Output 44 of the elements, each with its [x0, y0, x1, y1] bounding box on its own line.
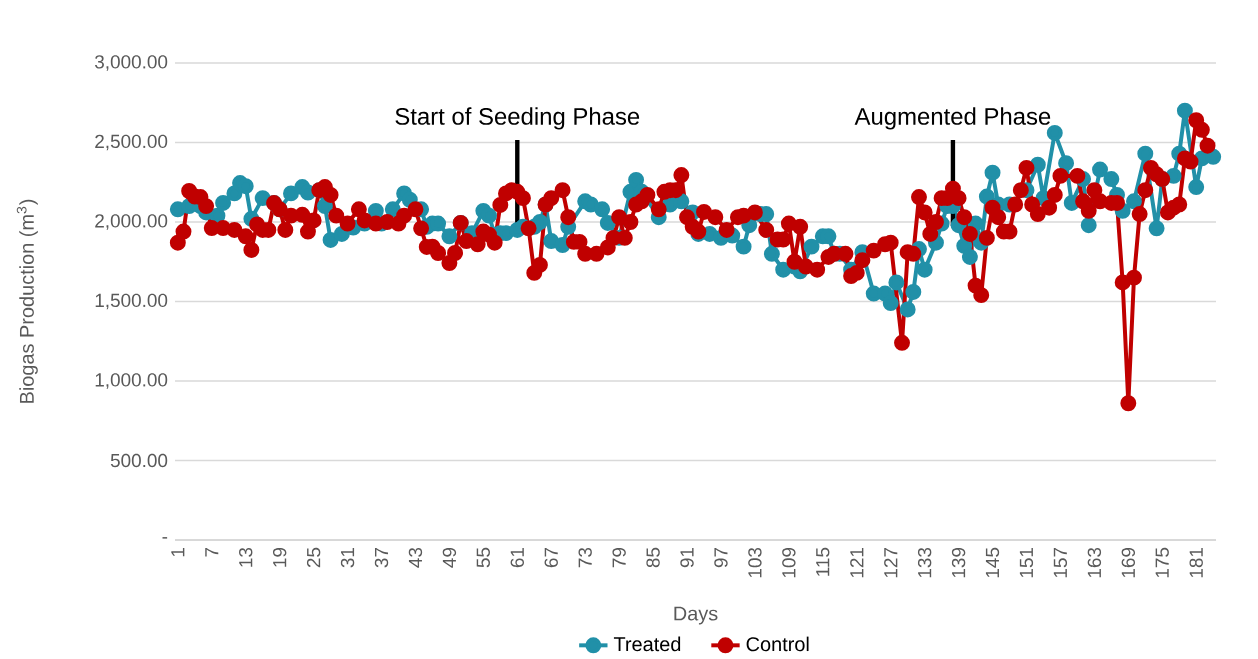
x-tick-label: 151 — [1019, 547, 1034, 578]
x-tick-label: 85 — [646, 547, 660, 568]
x-tick-label: 13 — [239, 547, 253, 567]
y-tick-label: 500.00 — [110, 453, 168, 468]
x-tick-label: 25 — [306, 547, 321, 568]
x-tick-label: 73 — [578, 547, 592, 568]
x-tick-label: 115 — [816, 547, 830, 576]
ref-line-label: Augmented Phase — [854, 107, 1051, 130]
x-tick-label: 19 — [272, 547, 287, 567]
x-tick-label: 31 — [340, 547, 355, 568]
x-tick-label: 61 — [510, 547, 524, 568]
legend-label: Control — [746, 636, 809, 652]
y-tick-label: 1,500.00 — [95, 293, 168, 310]
y-tick-label: 2,000.00 — [95, 214, 168, 230]
x-tick-label: 181 — [1189, 547, 1203, 578]
x-tick-label: 169 — [1121, 547, 1136, 578]
y-tick-label: 3,000.00 — [94, 55, 168, 71]
x-tick-label: 43 — [408, 547, 423, 568]
x-tick-label: 79 — [612, 547, 626, 568]
x-tick-label: 127 — [884, 547, 898, 578]
x-tick-label: 133 — [917, 547, 932, 578]
x-tick-label: 145 — [985, 547, 1000, 578]
x-tick-label: 49 — [442, 547, 457, 568]
x-tick-label: 91 — [680, 547, 694, 568]
x-tick-label: 109 — [782, 547, 796, 578]
x-axis-title: Days — [674, 606, 718, 625]
y-axis-title: Biogas Production (m$^{3}$) — [16, 199, 38, 403]
x-tick-label: 97 — [714, 547, 728, 568]
x-tick-label: 175 — [1155, 547, 1169, 578]
x-tick-label: 55 — [476, 547, 490, 568]
y-tick-label: - — [162, 537, 168, 539]
x-tick-label: 1 — [171, 547, 185, 557]
y-tick-label: 2,500.00 — [95, 134, 168, 151]
x-tick-label: 139 — [951, 547, 966, 578]
x-tick-label: 163 — [1087, 547, 1102, 578]
x-tick-label: 103 — [748, 547, 762, 578]
y-tick-label: 1,000.00 — [95, 373, 168, 389]
x-tick-label: 157 — [1053, 547, 1068, 578]
x-tick-label: 67 — [544, 547, 558, 568]
x-tick-label: 7 — [205, 547, 219, 557]
x-tick-label: 121 — [850, 547, 864, 578]
ref-line-label: Start of Seeding Phase — [395, 107, 640, 130]
legend-label: Treated — [613, 636, 681, 652]
x-tick-label: 37 — [374, 547, 389, 568]
